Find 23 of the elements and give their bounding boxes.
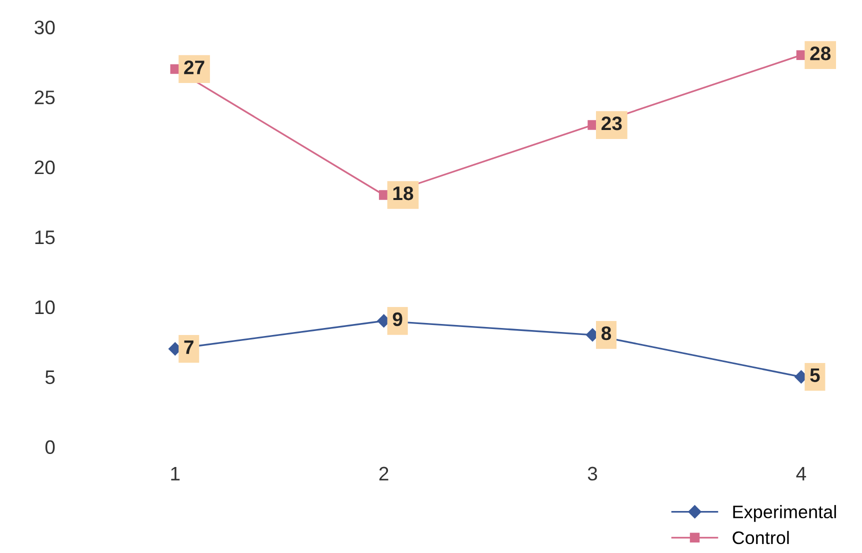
y-tick-label: 15 xyxy=(35,230,55,244)
data-label: 23 xyxy=(602,116,622,130)
point xyxy=(588,120,598,130)
y-tick-label: 20 xyxy=(34,160,55,174)
data-label: 9 xyxy=(392,312,402,326)
y-tick-label: 25 xyxy=(34,90,55,104)
y-tick-label: 5 xyxy=(45,370,55,384)
data-label: 27 xyxy=(184,60,204,74)
x-tick-label: 2 xyxy=(379,466,388,480)
data-label: 8 xyxy=(601,326,612,340)
data-label: 5 xyxy=(810,368,820,382)
x-tick-label: 3 xyxy=(588,466,598,481)
data-label: 7 xyxy=(184,340,194,354)
y-tick-label: 10 xyxy=(35,300,55,314)
y-tick-label: 0 xyxy=(45,440,55,454)
data-label: 28 xyxy=(810,46,831,60)
x-tick-label: 4 xyxy=(796,466,806,480)
x-tick-label: 1 xyxy=(171,466,180,480)
y-tick-label: 30 xyxy=(34,20,55,34)
point xyxy=(378,190,389,200)
legend-label: Control xyxy=(732,530,789,544)
legend-label: Experimental xyxy=(733,505,836,522)
data-label: 18 xyxy=(393,186,414,200)
